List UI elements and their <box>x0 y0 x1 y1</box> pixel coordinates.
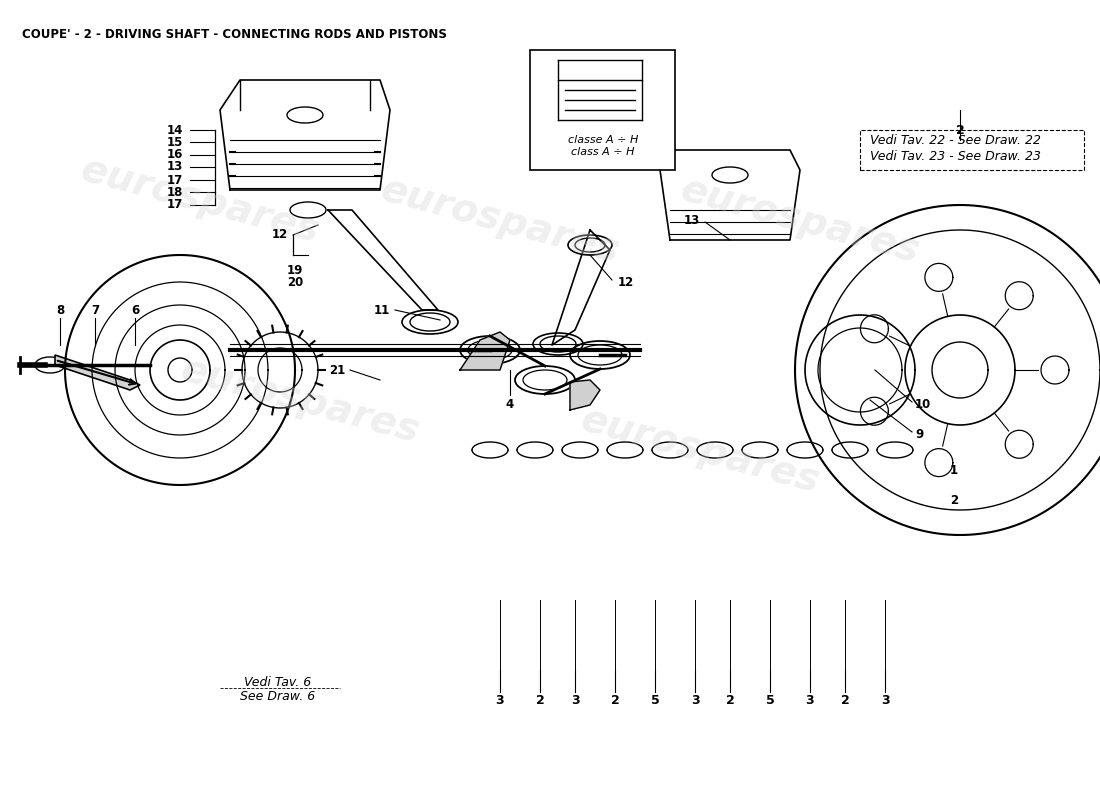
Text: 11: 11 <box>374 303 390 317</box>
Text: eurospares: eurospares <box>576 400 824 500</box>
Text: 2: 2 <box>726 694 735 706</box>
Text: classe A ÷ H: classe A ÷ H <box>568 135 638 145</box>
Text: 6: 6 <box>131 303 139 317</box>
Bar <box>530 50 675 170</box>
Text: 5: 5 <box>766 694 774 706</box>
Text: 15: 15 <box>166 135 183 149</box>
Text: 12: 12 <box>618 275 635 289</box>
Text: 13: 13 <box>684 214 700 226</box>
Text: 2: 2 <box>536 694 544 706</box>
Polygon shape <box>570 380 600 410</box>
Text: 17: 17 <box>167 174 183 186</box>
Text: eurospares: eurospares <box>676 170 924 270</box>
Polygon shape <box>55 355 140 390</box>
Text: See Draw. 6: See Draw. 6 <box>241 690 316 702</box>
Text: 3: 3 <box>496 694 504 706</box>
Text: 5: 5 <box>650 694 659 706</box>
Text: 3: 3 <box>571 694 580 706</box>
Text: eurospares: eurospares <box>176 350 424 450</box>
Text: 14: 14 <box>166 123 183 137</box>
Text: Vedi Tav. 6: Vedi Tav. 6 <box>244 675 311 689</box>
Text: 3: 3 <box>881 694 889 706</box>
Text: 21: 21 <box>329 363 345 377</box>
Text: 2: 2 <box>956 123 965 137</box>
Text: 1: 1 <box>950 463 958 477</box>
Text: 19: 19 <box>287 263 303 277</box>
Text: 4: 4 <box>506 398 514 411</box>
Text: 17: 17 <box>167 198 183 211</box>
Text: class A ÷ H: class A ÷ H <box>571 147 635 157</box>
Text: 9: 9 <box>915 429 923 442</box>
Text: 3: 3 <box>691 694 700 706</box>
Text: 10: 10 <box>915 398 932 411</box>
Text: COUPE' - 2 - DRIVING SHAFT - CONNECTING RODS AND PISTONS: COUPE' - 2 - DRIVING SHAFT - CONNECTING … <box>22 28 447 41</box>
Text: Vedi Tav. 23 - See Draw. 23: Vedi Tav. 23 - See Draw. 23 <box>870 150 1041 162</box>
Text: 3: 3 <box>805 694 814 706</box>
Text: 7: 7 <box>91 303 99 317</box>
Text: 2: 2 <box>610 694 619 706</box>
Text: 13: 13 <box>167 161 183 174</box>
Text: 8: 8 <box>56 303 64 317</box>
Text: 18: 18 <box>166 186 183 198</box>
Text: 20: 20 <box>287 275 303 289</box>
Text: eurospares: eurospares <box>376 170 624 270</box>
Text: 12: 12 <box>272 229 288 242</box>
Text: eurospares: eurospares <box>76 150 323 250</box>
Text: 2: 2 <box>840 694 849 706</box>
Text: 2: 2 <box>950 494 958 506</box>
Text: 16: 16 <box>166 149 183 162</box>
Text: Vedi Tav. 22 - See Draw. 22: Vedi Tav. 22 - See Draw. 22 <box>870 134 1041 146</box>
Polygon shape <box>460 332 510 370</box>
